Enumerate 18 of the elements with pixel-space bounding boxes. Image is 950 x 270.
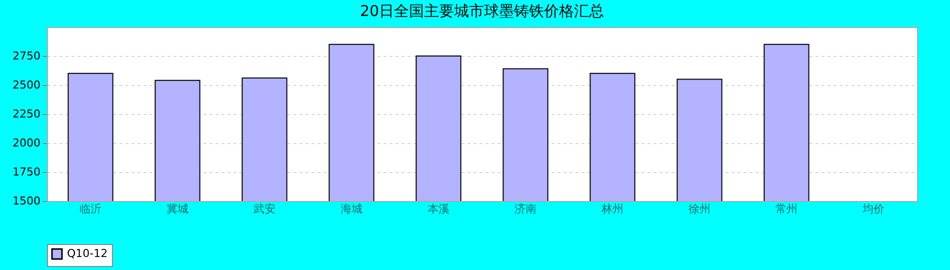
y-tick-label: 1750 xyxy=(12,166,40,178)
chart-title: 20日全国主要城市球墨铸铁价格汇总 xyxy=(360,2,604,20)
x-tick-label: 海城 xyxy=(340,202,362,216)
x-tick-label: 济南 xyxy=(514,202,536,216)
y-tick-label: 2250 xyxy=(12,108,40,120)
x-tick-label: 林州 xyxy=(600,202,624,216)
x-tick-label: 冀城 xyxy=(166,202,188,216)
x-tick-label: 均价 xyxy=(862,202,884,216)
x-tick-label: 本溪 xyxy=(428,202,450,216)
x-tick-label: 常州 xyxy=(776,202,798,216)
y-tick-label: 1500 xyxy=(12,194,40,208)
y-tick-label: 2500 xyxy=(12,78,40,92)
y-tick-label: 2000 xyxy=(12,136,40,150)
y-tick-label: 2750 xyxy=(12,50,40,62)
x-tick-label: 武安 xyxy=(254,202,276,216)
x-tick-label: 徐州 xyxy=(688,202,710,216)
legend-label: Q10-12 xyxy=(67,247,108,260)
x-tick-label: 临沂 xyxy=(80,202,102,216)
